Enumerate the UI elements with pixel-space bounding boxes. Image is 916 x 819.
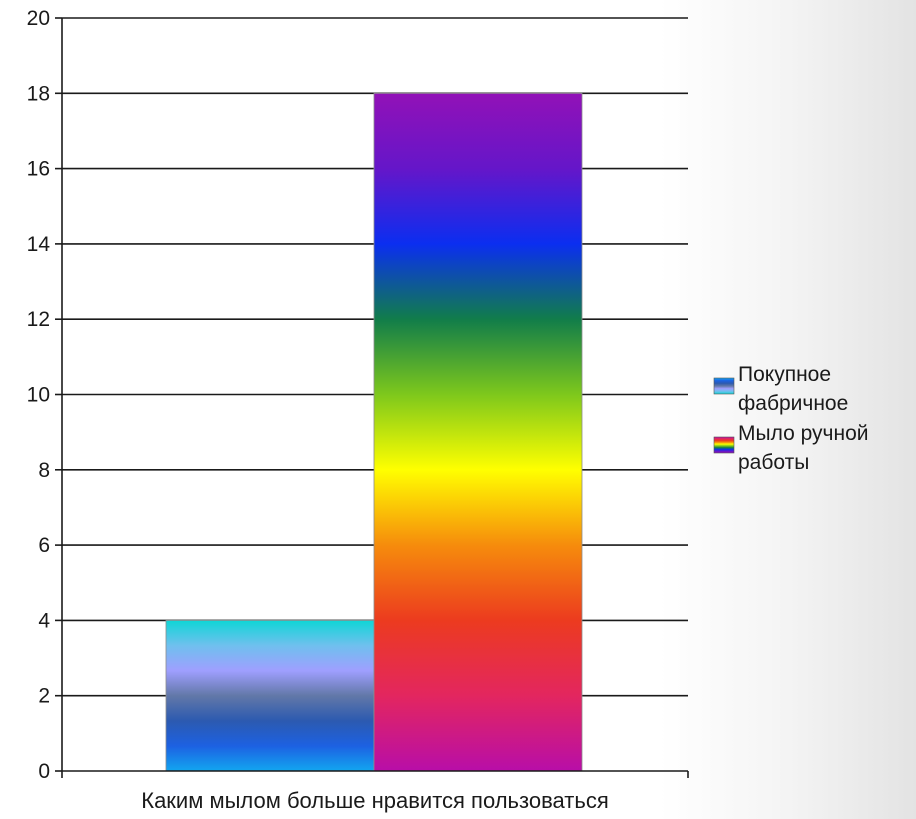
y-tick-label: 20 <box>27 7 50 30</box>
legend: Покупное фабричное Мыло ручной работы <box>713 363 868 474</box>
y-tick-label: 12 <box>27 308 50 331</box>
y-tick-label: 2 <box>38 685 50 708</box>
y-tick-label: 14 <box>27 233 51 256</box>
legend-label: Мыло ручной <box>738 422 868 445</box>
legend-swatch <box>713 377 735 395</box>
bar-handmade-soap <box>373 92 583 772</box>
x-category-label: Каким мылом больше нравится пользоваться <box>141 788 608 813</box>
tick-labels: 0 2 4 6 8 10 12 14 16 18 20 Каким мылом больше нрав… <box>27 7 609 813</box>
bars <box>165 92 583 772</box>
y-tick-label: 0 <box>38 760 50 783</box>
y-tick-label: 16 <box>27 158 50 181</box>
y-tick-label: 8 <box>38 459 50 482</box>
legend-label: Покупное <box>738 363 831 386</box>
legend-swatch <box>713 436 735 454</box>
y-tick-label: 6 <box>38 534 50 557</box>
y-tick-label: 4 <box>38 609 50 632</box>
axes <box>55 17 689 778</box>
legend-label: фабричное <box>738 392 848 415</box>
y-tick-label: 10 <box>27 384 50 407</box>
y-tick-label: 18 <box>27 82 50 105</box>
bar-purchased-soap <box>165 620 375 772</box>
legend-label: работы <box>738 451 809 474</box>
